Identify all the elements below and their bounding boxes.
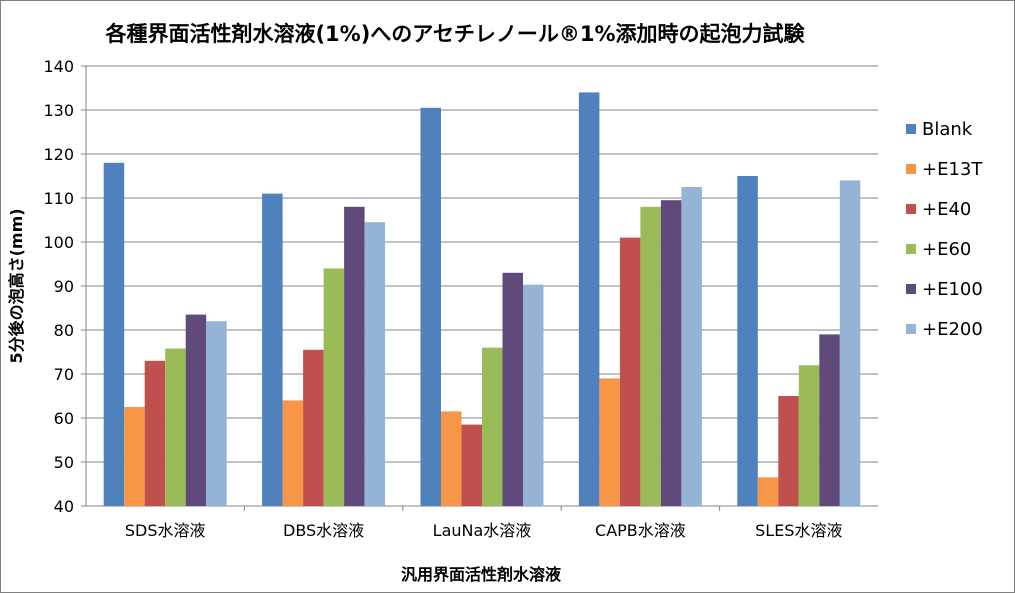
bar-plus-e40-0 bbox=[144, 360, 166, 506]
x-tick-label: LauNa水溶液 bbox=[433, 521, 532, 540]
y-tick-label: 140 bbox=[43, 57, 74, 76]
bar-plus-e40-3 bbox=[619, 237, 641, 506]
bar-plus-e60-0 bbox=[165, 348, 186, 506]
legend-swatch bbox=[906, 204, 916, 214]
bar-plus-e200-3 bbox=[681, 187, 702, 506]
x-tick-label: SDS水溶液 bbox=[125, 521, 206, 540]
bars bbox=[103, 92, 861, 507]
x-tick-label: CAPB水溶液 bbox=[595, 521, 686, 540]
legend-label: +E60 bbox=[922, 239, 971, 260]
bar-plus-e100-3 bbox=[660, 200, 682, 506]
bar-blank-3 bbox=[578, 92, 600, 507]
x-tick-label: SLES水溶液 bbox=[755, 521, 842, 540]
y-tick-label: 100 bbox=[43, 233, 74, 252]
bar-blank-1 bbox=[262, 193, 283, 506]
bar-plus-e13t-0 bbox=[124, 407, 145, 506]
legend-swatch bbox=[906, 284, 916, 294]
bar-plus-e100-2 bbox=[502, 272, 523, 506]
y-tick-label: 50 bbox=[54, 453, 74, 472]
bar-plus-e40-4 bbox=[778, 396, 799, 506]
y-tick-label: 90 bbox=[54, 277, 74, 296]
bar-plus-e13t-1 bbox=[282, 400, 304, 506]
bar-plus-e13t-4 bbox=[757, 477, 779, 506]
legend-label: +E13T bbox=[922, 159, 983, 180]
bar-plus-e60-3 bbox=[640, 206, 661, 507]
bar-plus-e13t-3 bbox=[599, 378, 620, 506]
legend: Blank +E13T +E40 +E60 +E100 +E200 bbox=[906, 119, 983, 340]
y-tick-label: 60 bbox=[54, 409, 74, 428]
bar-plus-e40-2 bbox=[461, 424, 482, 506]
bar-plus-e60-4 bbox=[798, 365, 820, 506]
x-tick-labels: SDS水溶液 DBS水溶液 LauNa水溶液 CAPB水溶液 SLES水溶液 bbox=[125, 521, 843, 540]
y-axis-title: 5分後の泡高さ(mm) bbox=[7, 208, 26, 363]
legend-label: +E200 bbox=[922, 319, 983, 340]
y-tick-label: 110 bbox=[43, 189, 74, 208]
bar-plus-e200-1 bbox=[364, 222, 386, 506]
legend-label: +E40 bbox=[922, 199, 971, 220]
legend-swatch bbox=[906, 164, 916, 174]
y-tick-labels: 40 50 60 70 80 90 100 110 120 130 140 bbox=[43, 57, 74, 516]
bar-plus-e100-0 bbox=[185, 314, 207, 506]
legend-swatch bbox=[906, 124, 916, 134]
bar-blank-4 bbox=[737, 176, 758, 506]
y-tick-label: 70 bbox=[54, 365, 74, 384]
x-axis-title: 汎用界面活性剤水溶液 bbox=[401, 565, 562, 584]
legend-label: Blank bbox=[922, 119, 973, 140]
bar-plus-e100-4 bbox=[819, 334, 840, 506]
bar-blank-0 bbox=[103, 162, 125, 507]
legend-swatch bbox=[906, 244, 916, 254]
y-tick-label: 40 bbox=[54, 497, 74, 516]
chart-title: 各種界面活性剤水溶液(1%)へのアセチレノール®1%添加時の起泡力試験 bbox=[104, 22, 805, 46]
bar-plus-e60-2 bbox=[482, 347, 503, 506]
bar-plus-e200-0 bbox=[206, 321, 227, 506]
y-tick-label: 130 bbox=[43, 101, 74, 120]
bar-plus-e60-1 bbox=[323, 268, 345, 506]
legend-swatch bbox=[906, 324, 916, 334]
bar-plus-e200-2 bbox=[523, 284, 544, 506]
x-tick-label: DBS水溶液 bbox=[283, 521, 364, 540]
bar-plus-e40-1 bbox=[303, 349, 324, 506]
legend-label: +E100 bbox=[922, 279, 983, 300]
y-tick-label: 120 bbox=[43, 145, 74, 164]
bar-blank-2 bbox=[420, 107, 441, 507]
bar-plus-e100-1 bbox=[344, 206, 365, 507]
bar-plus-e13t-2 bbox=[441, 411, 462, 506]
bar-plus-e200-4 bbox=[839, 180, 861, 506]
y-tick-label: 80 bbox=[54, 321, 74, 340]
